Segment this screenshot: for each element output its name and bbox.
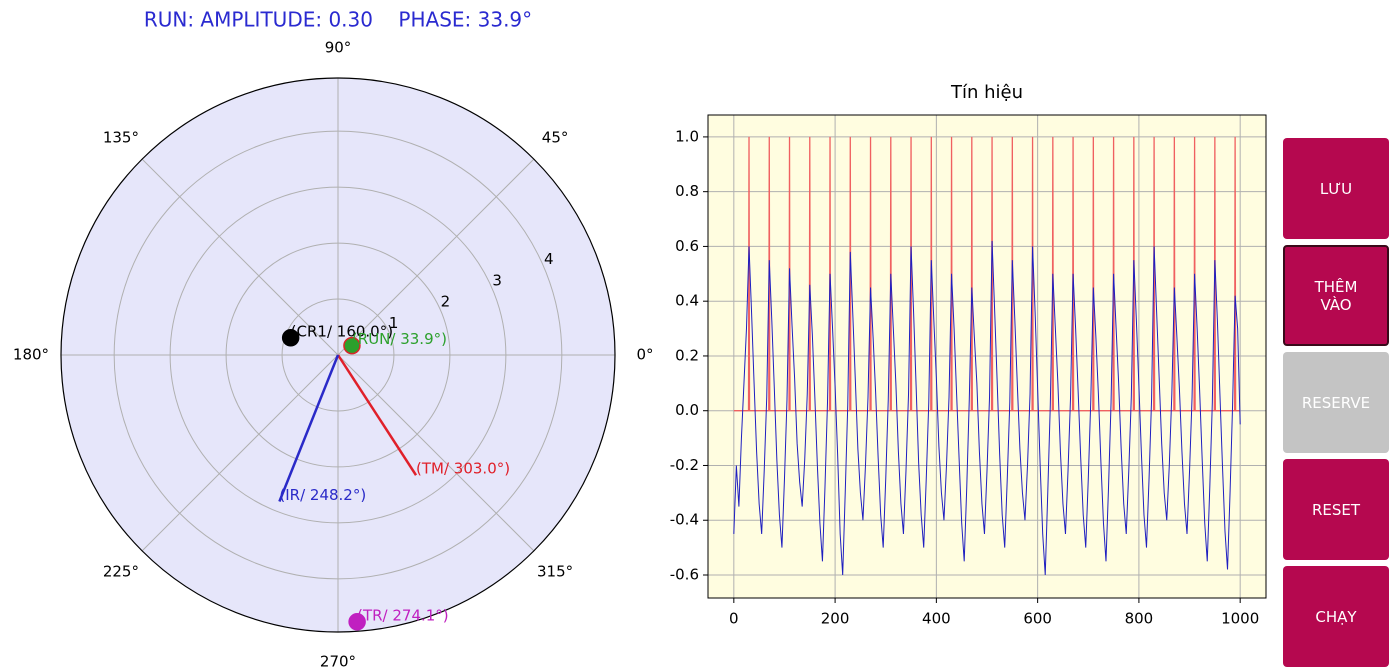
y-tick-label: -0.4 [670, 511, 699, 529]
phasor-label: (TR/ 274.1°) [357, 606, 449, 624]
action-button[interactable]: RESET [1283, 459, 1389, 560]
x-tick-label: 400 [922, 610, 951, 628]
radial-tick-label: 3 [492, 271, 502, 289]
y-tick-label: 0.4 [675, 292, 699, 310]
angular-grid-line [141, 354, 339, 552]
angle-label: 0° [636, 346, 653, 364]
x-tick-label: 800 [1125, 610, 1154, 628]
y-tick-label: 0.6 [675, 237, 699, 255]
angular-grid-line [337, 158, 535, 356]
phasor-label: (IR/ 248.2°) [279, 486, 366, 504]
angle-label: 180° [13, 346, 49, 364]
button-label: CHẠY [1315, 607, 1357, 626]
plot-canvas: RUN: AMPLITUDE: 0.30 PHASE: 33.9° 0° 45° 9… [13, 8, 1267, 669]
button-label: VÀO [1320, 295, 1352, 314]
x-tick-label: 0 [729, 610, 739, 628]
y-tick-label: -0.6 [670, 566, 699, 584]
action-button[interactable]: LƯU [1283, 138, 1389, 239]
angle-label: 90° [325, 39, 352, 57]
action-button[interactable]: CHẠY [1283, 566, 1389, 667]
x-tick-label: 600 [1023, 610, 1052, 628]
radial-tick-label: 4 [544, 250, 554, 268]
angle-label: 135° [103, 128, 139, 146]
phasor-dot [281, 329, 300, 347]
angular-grid-line [141, 158, 339, 356]
plot-area [708, 115, 1266, 598]
status-title: RUN: AMPLITUDE: 0.30 PHASE: 33.9° [144, 8, 532, 32]
x-tick-label: 200 [821, 610, 850, 628]
phasor-line [278, 354, 340, 502]
y-tick-label: 1.0 [675, 127, 699, 145]
action-button: RESERVE [1283, 352, 1389, 453]
button-label: LƯU [1319, 179, 1353, 198]
y-tick-label: -0.2 [670, 456, 699, 474]
polar-frame [60, 77, 616, 633]
y-tick-label: 0.2 [675, 346, 699, 364]
angle-label: 225° [103, 563, 139, 581]
signal-line [733, 136, 1241, 412]
plot-frame [707, 114, 1267, 599]
button-label: RESERVE [1301, 393, 1371, 412]
radial-tick-label: 1 [389, 314, 399, 332]
y-tick-label: 0.0 [675, 401, 699, 419]
button-label: RESET [1311, 500, 1361, 519]
phasor-dot [343, 336, 361, 355]
button-label: THÊM [1314, 277, 1358, 296]
signal-line [733, 240, 1241, 576]
action-button[interactable]: THÊM VÀO [1283, 245, 1389, 346]
phasor-label: (CR1/ 160.0°) [291, 322, 393, 340]
angle-label: 315° [537, 563, 573, 581]
chart-title: Tín hiệu [950, 82, 1023, 103]
phasor-dot [348, 613, 366, 631]
angular-grid-line [337, 354, 535, 552]
phasor-label: (RUN/ 33.9°) [352, 330, 447, 348]
phasor-line [336, 354, 418, 476]
y-tick-label: 0.8 [675, 182, 699, 200]
phasor-label: (TM/ 303.0°) [416, 460, 510, 478]
x-tick-label: 1000 [1221, 610, 1259, 628]
angle-label: 45° [542, 128, 569, 146]
angle-label: 270° [320, 653, 356, 669]
radial-tick-label: 2 [441, 293, 451, 311]
